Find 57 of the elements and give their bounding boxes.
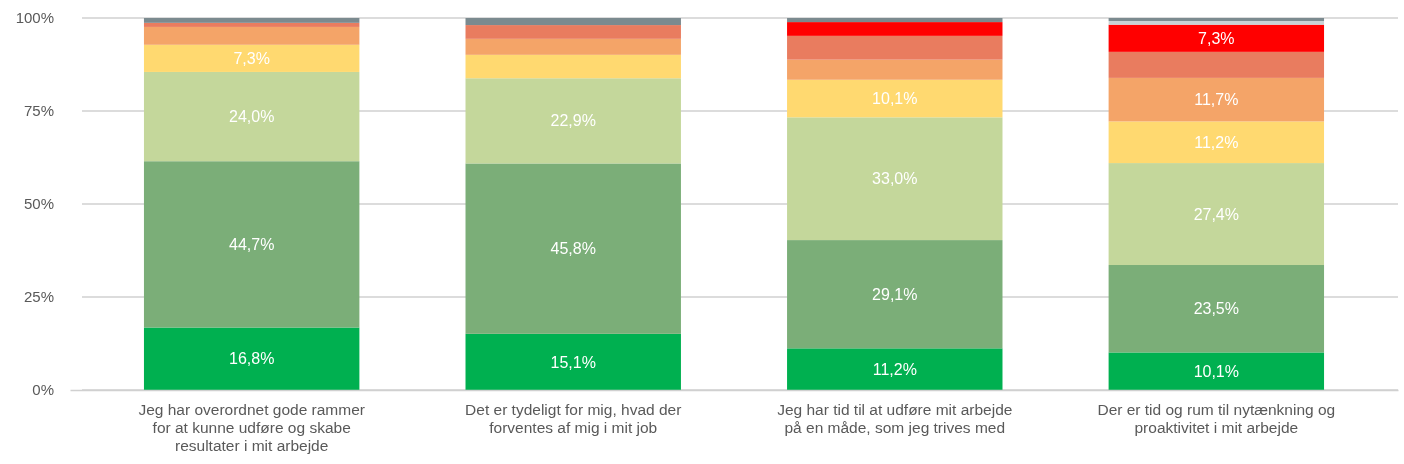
data-label: 11,2%	[1194, 133, 1239, 151]
bar	[1108, 121, 1325, 164]
data-label: 16,8%	[228, 350, 275, 368]
bar	[787, 79, 1003, 118]
bar	[787, 59, 1003, 80]
data-label: 10,1%	[872, 90, 918, 108]
bar	[1108, 163, 1325, 266]
y-tick-label: 50%	[23, 195, 54, 213]
x-tick-label: Der er tid og rum til nytænkning og proaktivitet i mit arbejde	[1097, 401, 1336, 436]
data-label: 33,0%	[872, 170, 918, 188]
data-label: 7,3%	[1198, 29, 1235, 47]
bar	[143, 26, 360, 45]
data-label: 10,1%	[1193, 362, 1240, 380]
bar	[1108, 352, 1325, 390]
bar	[787, 35, 1003, 60]
bar	[143, 327, 360, 390]
bar	[787, 117, 1003, 241]
bar	[465, 78, 681, 164]
data-label: 22,9%	[550, 112, 596, 130]
bar	[465, 163, 681, 334]
bar	[465, 18, 681, 26]
data-label: 11,2%	[872, 360, 917, 378]
bar	[787, 18, 1003, 23]
bar	[1108, 18, 1325, 21]
bar	[787, 240, 1003, 349]
bar	[1108, 51, 1325, 78]
bar	[1108, 20, 1325, 25]
bar	[143, 22, 360, 27]
data-label: 44,7%	[228, 235, 275, 253]
y-tick-label: 25%	[23, 288, 54, 306]
x-tick-label: Det er tydeligt for mig, hvad der forventes af mig i mit job	[465, 401, 682, 436]
bar	[465, 54, 681, 79]
data-label: 45,8%	[550, 240, 596, 258]
data-label: 11,7%	[1194, 91, 1239, 109]
x-tick-label: Jeg har overordnet gode rammer for at kunne udføre og skabe resultater i mit arbejde	[138, 401, 365, 454]
data-label: 27,4%	[1193, 205, 1240, 223]
bar	[1108, 265, 1325, 353]
bar	[787, 348, 1003, 390]
data-label: 24,0%	[228, 108, 275, 126]
y-tick-label: 75%	[23, 102, 54, 120]
bar	[465, 25, 681, 39]
bar	[143, 161, 360, 328]
data-label: 15,1%	[550, 353, 596, 371]
y-tick-label: 0%	[32, 381, 54, 399]
y-tick-label: 100%	[15, 9, 54, 27]
bar	[787, 22, 1003, 36]
bar	[1108, 24, 1325, 52]
x-tick-label: Jeg har tid til at udføre mit arbejde på en måde, som jeg trives med	[777, 401, 1013, 436]
bar	[465, 333, 681, 390]
bar	[143, 18, 360, 23]
bar	[465, 38, 681, 55]
bar	[143, 44, 360, 72]
bar	[143, 71, 360, 162]
data-label: 29,1%	[872, 285, 918, 303]
data-label: 23,5%	[1193, 300, 1240, 318]
bar	[1108, 77, 1325, 122]
data-label: 7,3%	[233, 49, 270, 67]
